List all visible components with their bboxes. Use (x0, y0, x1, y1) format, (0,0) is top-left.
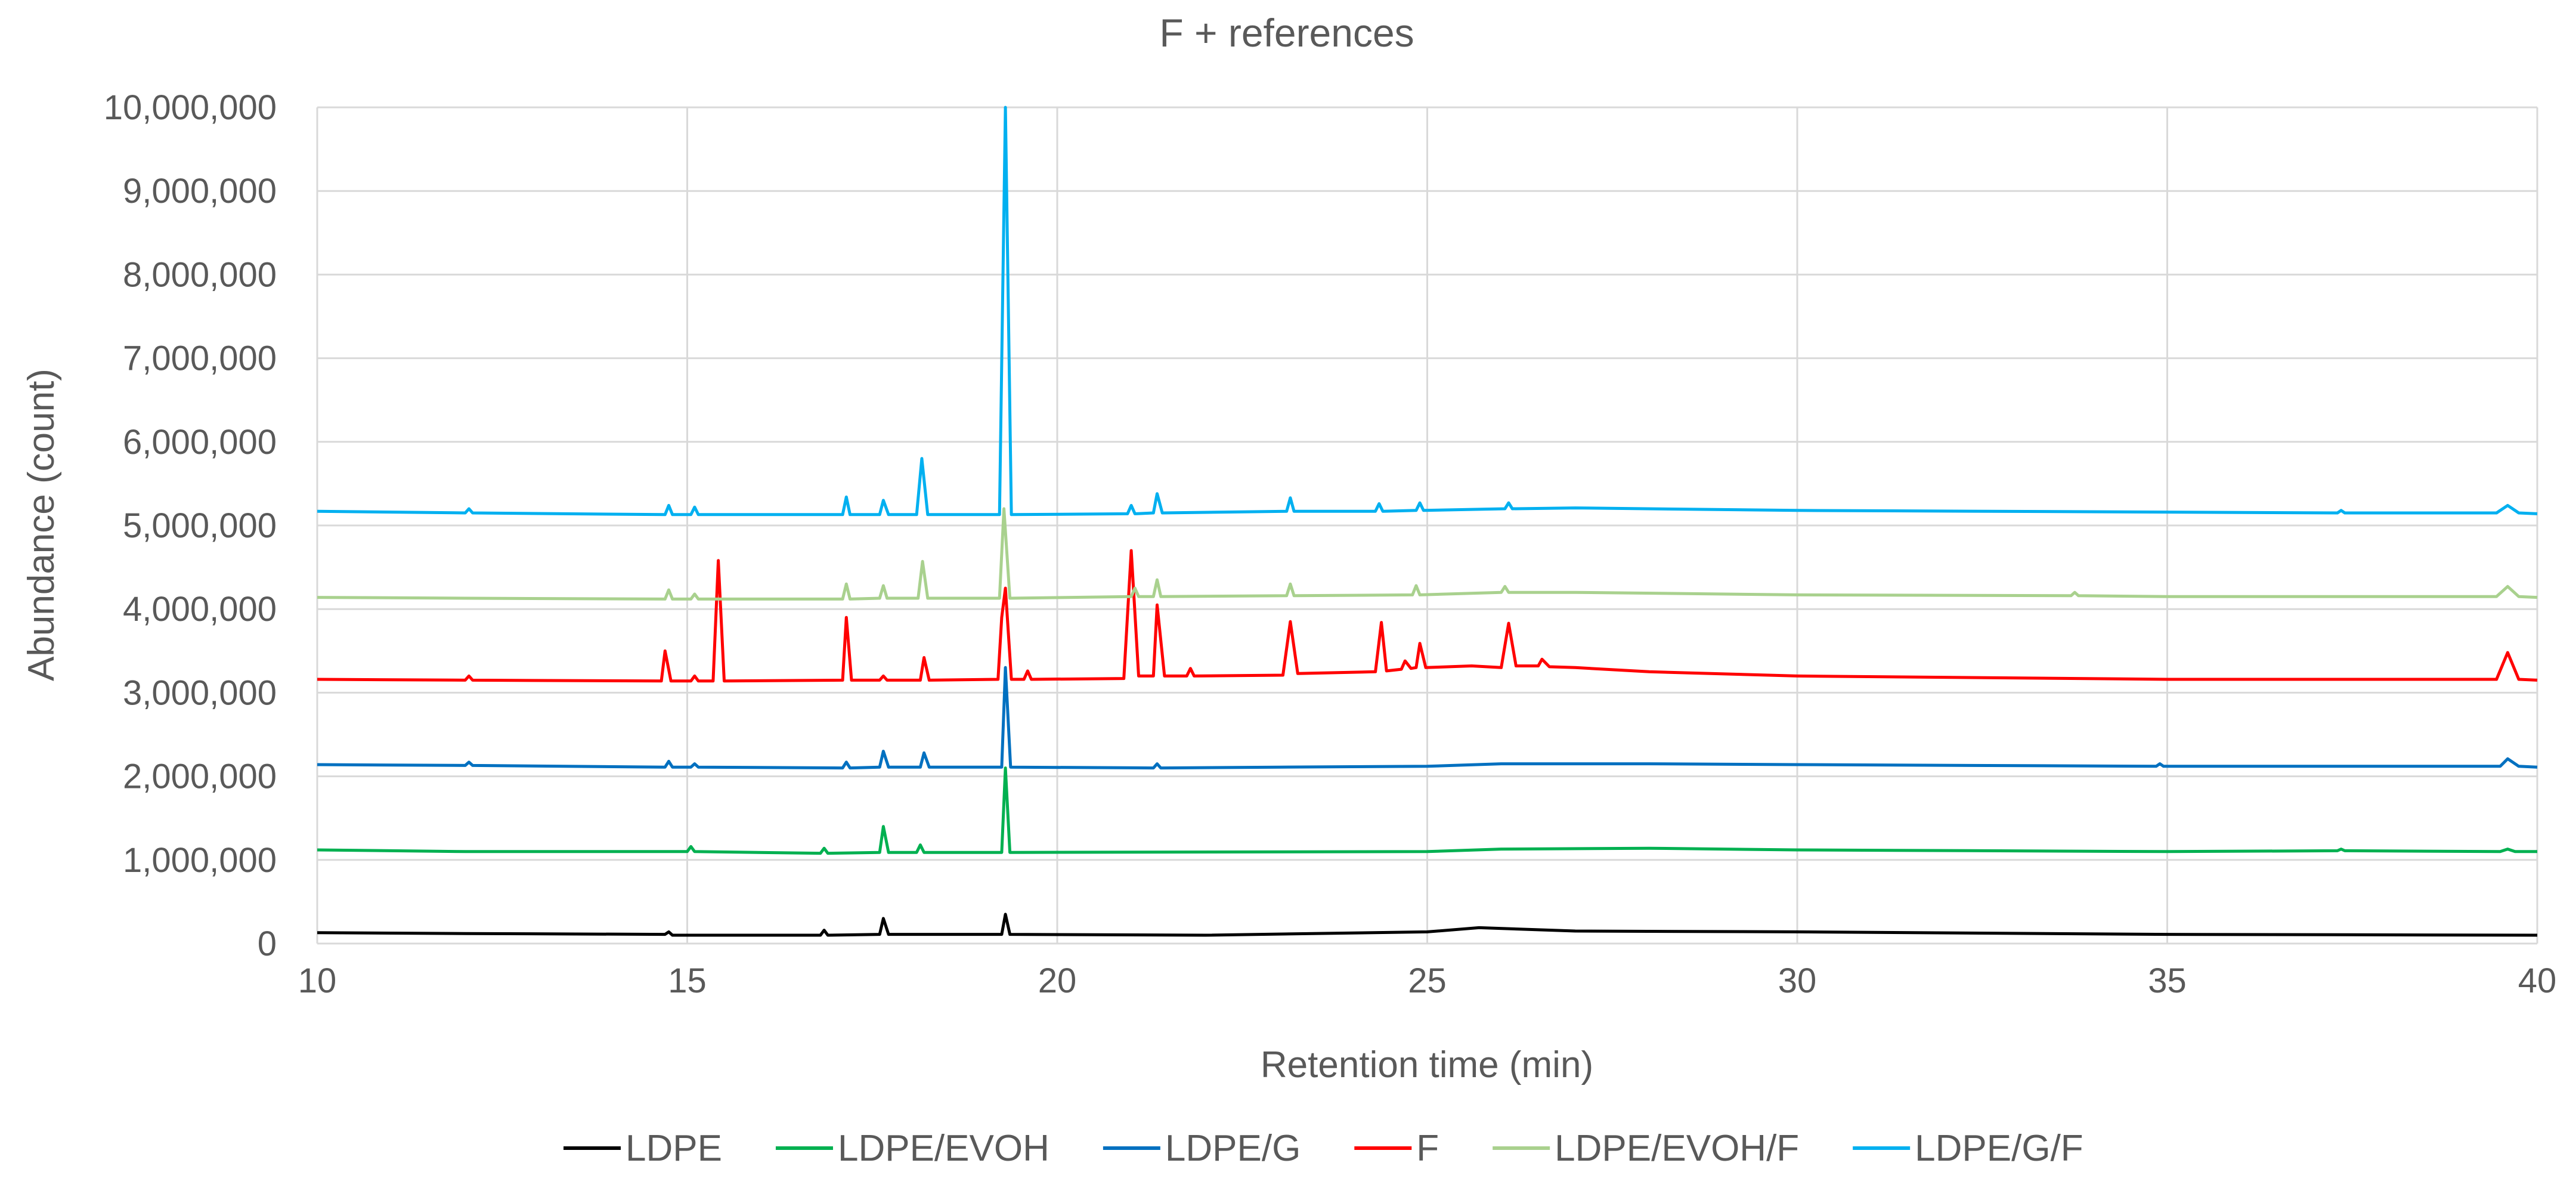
x-tick-label: 35 (2148, 961, 2187, 1000)
series-line-ldpe-evoh-f (317, 507, 2538, 601)
legend-item: LDPE/G/F (1853, 1128, 2083, 1169)
y-tick-label: 10,000,000 (104, 88, 277, 127)
legend-item: LDPE/G (1103, 1128, 1301, 1169)
x-tick-label: 20 (1038, 961, 1077, 1000)
y-tick-label: 8,000,000 (123, 255, 277, 294)
series-line-ldpe-g (317, 666, 2538, 770)
legend-label: LDPE/G/F (1915, 1128, 2083, 1169)
y-tick-label: 7,000,000 (123, 339, 277, 378)
grid-lines (316, 106, 2538, 945)
x-tick-label: 40 (2518, 961, 2557, 1000)
legend-label: LDPE/EVOH (838, 1128, 1049, 1169)
y-tick-label: 0 (258, 924, 277, 963)
legend-label: LDPE/EVOH/F (1555, 1128, 1799, 1169)
x-tick-label: 15 (668, 961, 707, 1000)
series-line-ldpe-g-f (317, 106, 2538, 517)
x-tick-label: 25 (1408, 961, 1447, 1000)
y-tick-label: 1,000,000 (123, 841, 277, 880)
y-tick-label: 4,000,000 (123, 590, 277, 629)
y-axis-title: Abundance (count) (21, 369, 62, 681)
axes: 0 1,000,000 2,000,000 3,000,000 4,000,000 5,0… (104, 88, 2557, 1000)
legend: LDPE LDPE/EVOH LDPE/G F LDPE/EVOH/F LDPE/G/F (564, 1128, 2083, 1169)
legend-label: LDPE (626, 1128, 722, 1169)
series-line-f (317, 549, 2538, 683)
x-tick-label: 30 (1778, 961, 1817, 1000)
series-line-ldpe (317, 913, 2538, 937)
y-tick-label: 9,000,000 (123, 172, 277, 211)
y-tick-label: 2,000,000 (123, 757, 277, 796)
y-tick-label: 6,000,000 (123, 423, 277, 462)
y-tick-label: 3,000,000 (123, 673, 277, 712)
series-lines (317, 106, 2538, 937)
y-tick-label: 5,000,000 (123, 506, 277, 545)
chart-title: F + references (1159, 11, 1414, 55)
legend-item: LDPE (564, 1128, 722, 1169)
x-axis-title: Retention time (min) (1261, 1044, 1593, 1086)
legend-label: LDPE/G (1165, 1128, 1301, 1169)
legend-item: LDPE/EVOH (775, 1128, 1049, 1169)
legend-item: LDPE/EVOH/F (1493, 1128, 1799, 1169)
legend-label: F (1416, 1128, 1439, 1169)
legend-item: F (1354, 1128, 1439, 1169)
x-tick-label: 10 (298, 961, 337, 1000)
series-line-ldpe-evoh (317, 766, 2537, 855)
